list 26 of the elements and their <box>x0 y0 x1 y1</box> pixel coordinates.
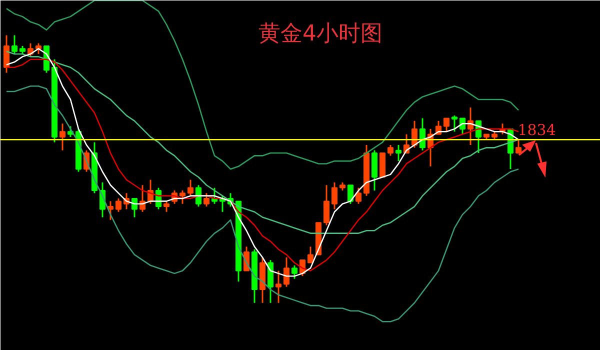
candlestick <box>452 114 458 132</box>
candlestick <box>4 34 10 74</box>
candlestick <box>308 246 314 264</box>
candlestick <box>348 184 354 205</box>
candlestick <box>388 144 394 156</box>
candlestick <box>516 138 522 154</box>
candlestick <box>396 144 402 162</box>
candlestick <box>460 117 466 136</box>
candlestick <box>164 200 170 213</box>
candlestick <box>204 192 210 208</box>
candlestick <box>332 182 338 210</box>
chart-title: 黄金4小时图 <box>258 22 382 46</box>
candlestick <box>420 117 426 152</box>
candlestick <box>12 34 18 55</box>
candlestick <box>356 187 362 205</box>
candlestick <box>292 264 298 280</box>
candlestick <box>196 184 202 208</box>
candlestick <box>284 256 290 288</box>
candlestick <box>276 270 282 304</box>
candlestick <box>324 184 330 226</box>
annotation: 1834 <box>518 120 556 139</box>
candlestick <box>116 198 122 213</box>
candlestick <box>444 117 450 132</box>
candlestick <box>180 190 186 205</box>
candlestick <box>60 122 66 152</box>
candlestick <box>188 179 194 197</box>
